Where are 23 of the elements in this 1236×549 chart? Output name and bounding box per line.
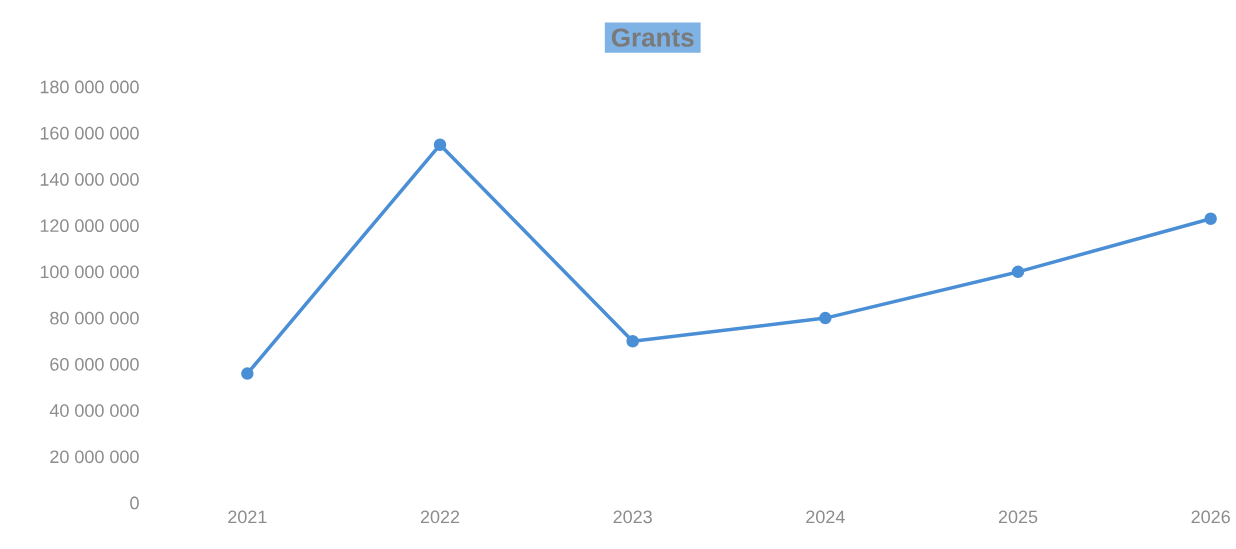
y-tick-label: 60 000 000 <box>50 357 139 371</box>
x-tick-label: 2025 <box>998 510 1038 524</box>
x-tick-label: 2023 <box>613 510 652 524</box>
point <box>241 367 254 380</box>
y-tick-label: 120 000 000 <box>40 219 139 233</box>
x-tick-label: 2026 <box>1191 510 1230 524</box>
x-tick-label: 2024 <box>806 510 845 524</box>
x-tick-label: 2021 <box>228 510 267 524</box>
point <box>626 334 639 348</box>
point <box>819 311 832 325</box>
x-tick-label: 2022 <box>420 510 460 524</box>
point <box>433 138 447 152</box>
y-tick-label: 100 000 000 <box>40 265 139 279</box>
y-tick-label: 140 000 000 <box>40 173 139 186</box>
chart-title: Grants <box>611 28 694 47</box>
point <box>1204 212 1217 225</box>
y-tick-label: 0 <box>130 496 139 510</box>
y-tick-label: 160 000 000 <box>40 126 139 140</box>
point <box>1011 265 1025 279</box>
y-tick-label: 80 000 000 <box>50 311 139 325</box>
y-tick-label: 20 000 000 <box>50 450 139 464</box>
y-tick-label: 180 000 000 <box>40 80 139 94</box>
y-tick-label: 40 000 000 <box>49 404 139 417</box>
